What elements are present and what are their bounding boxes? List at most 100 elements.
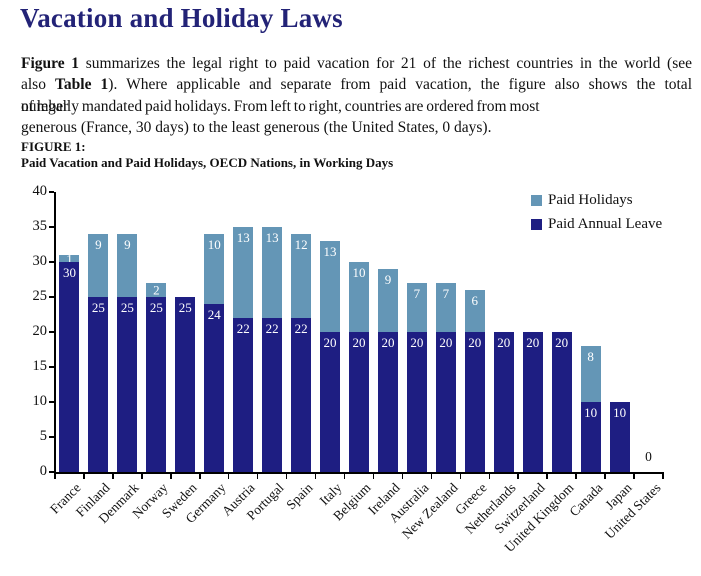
paid-holidays-value-label: 6 [471, 293, 479, 308]
page-title: Vacation and Holiday Laws [20, 3, 343, 33]
x-axis-tick [546, 474, 548, 479]
paid-holidays-segment: 10 [349, 262, 369, 332]
paid-annual-leave-segment: 20 [349, 332, 369, 472]
bar-australia: 7 20 [406, 283, 427, 472]
x-axis-tick [662, 474, 664, 479]
figure-1-chart: Paid Holidays Paid Annual Leave 0 5 10 15 20… [0, 183, 701, 576]
bar-belgium: 10 20 [349, 262, 369, 472]
paid-holidays-segment: 9 [117, 234, 138, 297]
x-axis-tick [256, 474, 259, 479]
bar-united-kingdom: 20 [551, 332, 572, 472]
paid-annual-leave-segment: 10 [580, 402, 601, 472]
paid-holidays-segment: 7 [406, 283, 427, 332]
y-axis-tick-label: 35 [32, 218, 48, 234]
bar-greece: 6 20 [464, 290, 485, 472]
paid-annual-leave-segment: 20 [464, 332, 485, 472]
x-axis-tick [575, 474, 577, 479]
x-axis-tick [343, 474, 346, 479]
paid-annual-leave-value-label: 22 [236, 321, 250, 336]
paragraph-line-3: of legally number mandated paid holidays.… [21, 96, 692, 117]
y-axis-tick-label: 0 [39, 463, 47, 479]
paid-holidays-value-label: 9 [124, 237, 131, 252]
paid-holidays-segment: 8 [580, 346, 601, 402]
paid-annual-leave-segment: 22 [233, 318, 254, 472]
paid-annual-leave-value-label: 20 [526, 335, 540, 350]
bar-switzerland: 20 [522, 332, 543, 472]
paid-annual-leave-segment: 25 [88, 297, 109, 472]
paid-holidays-value-label: 10 [352, 265, 366, 280]
paid-annual-leave-value-label: 20 [439, 335, 453, 350]
paragraph-line-4: generous (France, 30 days) to the least … [21, 117, 692, 138]
paragraph-text: summarizes the legal right to paid vacat… [85, 55, 692, 72]
paid-annual-leave-value-label: 22 [294, 321, 308, 336]
paragraph-text: of legally [21, 97, 79, 115]
paid-annual-leave-segment: 20 [435, 332, 456, 472]
paid-annual-leave-segment: 25 [117, 297, 138, 472]
legend-item-paid-holidays: Paid Holidays [531, 188, 662, 212]
x-axis-tick [459, 474, 462, 479]
bar-denmark: 9 25 [117, 234, 138, 472]
x-axis-tick [604, 474, 606, 479]
paid-annual-leave-segment: 20 [493, 332, 514, 472]
y-axis-tick [49, 471, 54, 473]
paragraph-text: also [21, 76, 46, 94]
bar-germany: 10 24 [204, 234, 225, 472]
paid-holidays-value-label: 13 [265, 230, 279, 245]
y-axis-tick-label: 40 [32, 183, 48, 199]
paid-holidays-segment: 6 [464, 290, 485, 332]
overprinted-words: of legally number [21, 96, 79, 117]
paid-holidays-value-label: 9 [384, 272, 392, 287]
paid-annual-leave-segment: 24 [204, 304, 225, 472]
figure-subtitle: Paid Vacation and Paid Holidays, OECD Na… [21, 154, 394, 170]
paid-holidays-segment: 2 [146, 283, 167, 297]
y-axis-tick [49, 226, 54, 228]
bar-canada: 8 10 [580, 346, 601, 472]
paragraph-text: number [21, 97, 69, 115]
x-axis-tick [430, 474, 433, 479]
y-axis-tick-label: 25 [32, 288, 48, 304]
paid-holidays-segment: 13 [320, 241, 341, 332]
paid-annual-leave-segment: 22 [262, 318, 283, 472]
y-axis-tick [49, 366, 54, 368]
paragraph-line-1: Figure 1 summarizes the legal right to p… [21, 53, 692, 74]
paid-annual-leave-swatch-icon [531, 218, 542, 230]
paid-holidays-segment: 13 [233, 227, 254, 318]
paid-annual-leave-segment: 20 [320, 332, 341, 472]
legend-label: Paid Holidays [548, 191, 633, 208]
y-axis-tick-label: 10 [32, 393, 48, 409]
figure-label: FIGURE 1: [21, 139, 86, 154]
bar-finland: 9 25 [88, 234, 109, 472]
paid-holidays-value-label: 13 [323, 244, 337, 259]
x-axis-tick [112, 474, 114, 479]
y-axis-tick [49, 261, 54, 263]
paid-holidays-segment: 9 [377, 269, 398, 332]
paid-holidays-value-label: 7 [413, 286, 421, 301]
paid-holidays-segment: 7 [435, 283, 456, 332]
paid-annual-leave-value-label: 30 [62, 265, 76, 280]
y-axis-tick [49, 191, 54, 193]
y-axis-tick [49, 436, 54, 438]
y-axis-tick-label: 15 [32, 358, 48, 374]
paragraph-text: mandated paid holidays. From left to rig… [81, 97, 540, 115]
paid-annual-leave-value-label: 20 [497, 335, 511, 350]
paid-holidays-segment: 9 [88, 234, 109, 297]
bar-ireland: 9 20 [377, 269, 398, 472]
paid-annual-leave-value-label: 25 [91, 300, 105, 315]
y-axis-tick [49, 296, 54, 298]
x-axis-line [54, 472, 664, 474]
paragraph-line-2: also Table 1). Where applicable and sepa… [21, 74, 692, 95]
paid-annual-leave-value-label: 25 [120, 300, 134, 315]
paid-annual-leave-segment: 20 [406, 332, 427, 472]
x-axis-tick [401, 474, 404, 479]
x-axis-tick [633, 474, 635, 479]
paid-holidays-value-label: 8 [587, 349, 594, 364]
x-axis-tick [517, 474, 519, 479]
bar-norway: 2 25 [146, 283, 167, 472]
paid-annual-leave-value-label: 24 [207, 307, 221, 322]
zero-value-label: 0 [645, 449, 652, 464]
bar-sweden: 25 [175, 297, 196, 472]
y-axis-tick [49, 401, 54, 403]
bar-japan: 10 [609, 402, 630, 472]
bar-italy: 13 20 [320, 241, 341, 472]
